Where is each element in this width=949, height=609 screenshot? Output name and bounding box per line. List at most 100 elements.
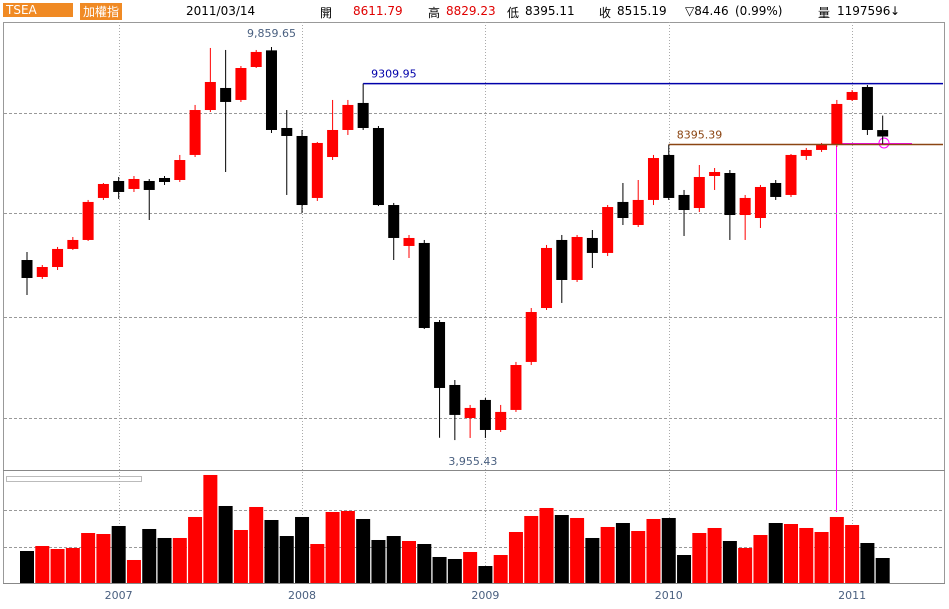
candle-body: [632, 199, 644, 225]
label: 高: [428, 6, 441, 20]
candle-body: [785, 154, 797, 195]
volume-bar: [753, 535, 768, 583]
volume-bar: [768, 523, 783, 583]
candle-body: [571, 236, 583, 280]
header-bar: TSEA 加權指 2011/03/14 開 8611.79 高 8829.23 …: [0, 0, 949, 22]
candle-body: [52, 248, 64, 268]
volume-bar: [340, 510, 355, 583]
volume-bar: [310, 544, 325, 583]
volume-bar: [325, 511, 340, 583]
volume-bar: [50, 548, 65, 583]
candle-body: [693, 176, 705, 209]
candle-body: [21, 260, 33, 278]
reference-label: 9309.95: [371, 68, 417, 81]
candle-body: [525, 312, 537, 362]
value: 8829.23: [446, 4, 496, 18]
volume-bar: [172, 537, 187, 583]
scroller[interactable]: [6, 476, 142, 482]
volume-bar: [96, 534, 111, 583]
candle-body: [739, 197, 751, 216]
volume-bar: [142, 528, 157, 583]
volume-bar: [554, 515, 569, 583]
volume-bar: [478, 566, 493, 583]
value: 1197596: [837, 4, 891, 18]
high-label: 9,859.65: [247, 27, 296, 40]
volume-bar: [371, 539, 386, 583]
value: 8515.19: [617, 4, 667, 18]
volume-bar: [524, 515, 539, 583]
candle-body: [159, 177, 171, 182]
volume-bar: [463, 551, 478, 583]
candle-body: [754, 186, 766, 219]
candle-body: [495, 411, 507, 430]
candle-body: [372, 127, 384, 206]
candle-body: [449, 384, 461, 415]
volume-bar: [570, 517, 585, 583]
candle-body: [143, 180, 155, 190]
candle-body: [479, 399, 491, 430]
volume-bar: [845, 525, 860, 583]
volume-bar: [65, 547, 80, 583]
candle-body: [403, 237, 415, 246]
label: 開: [320, 6, 333, 20]
label: 低: [507, 6, 520, 20]
candle-body: [113, 180, 125, 192]
x-tick-label: 2009: [471, 589, 499, 602]
volume-bar: [799, 527, 814, 583]
volume-bar: [738, 547, 753, 583]
volume-bar: [188, 516, 203, 583]
candle-body: [67, 239, 79, 249]
volume-bar: [81, 533, 96, 583]
x-tick-label: 2008: [288, 589, 316, 602]
candle-body: [831, 103, 843, 145]
candle-body: [418, 242, 430, 328]
candle-body: [709, 171, 721, 176]
candle-body: [770, 182, 782, 197]
candle-body: [97, 183, 109, 198]
volume-bar: [264, 519, 279, 583]
code[interactable]: TSEA: [3, 3, 73, 17]
volume-bar: [631, 530, 646, 583]
candle-body: [265, 50, 277, 130]
candle-body: [861, 86, 873, 130]
volume-bar: [203, 474, 218, 583]
x-tick-label: 2010: [655, 589, 683, 602]
candle-body: [678, 194, 690, 211]
x-tick-label: 2007: [105, 589, 133, 602]
volume-bar: [600, 526, 615, 583]
volume-bar: [860, 543, 875, 583]
volume-bar: [875, 557, 890, 583]
volume-bar: [447, 558, 462, 583]
value: 8611.79: [353, 4, 403, 18]
candle-body: [220, 87, 232, 102]
candle-body: [311, 142, 323, 198]
volume-bar: [829, 516, 844, 583]
candle-body: [724, 172, 736, 216]
candle-body: [464, 407, 476, 419]
date: 2011/03/14: [186, 4, 256, 18]
volume-bar: [417, 544, 432, 583]
candle-body: [602, 207, 614, 253]
candle-body: [816, 144, 828, 150]
candle-body: [82, 201, 94, 240]
volume-bar: [126, 559, 141, 583]
candle-body: [281, 127, 293, 136]
low-label: 3,955.43: [448, 455, 497, 468]
volume-bar: [493, 555, 508, 583]
volume-bar: [585, 537, 600, 583]
label: 量: [818, 6, 831, 20]
index-name[interactable]: 加權指: [80, 3, 123, 20]
volume-bar: [111, 525, 126, 583]
candle-body: [36, 267, 48, 277]
candle-body: [296, 135, 308, 206]
candle-body: [510, 365, 522, 410]
volume-bar: [722, 540, 737, 583]
volume-bar: [661, 517, 676, 583]
volume-bar: [539, 507, 554, 583]
volume-bar: [615, 523, 630, 583]
change: ▽84.46: [685, 4, 729, 18]
volume-bar: [814, 531, 829, 583]
candle-body: [647, 158, 659, 200]
